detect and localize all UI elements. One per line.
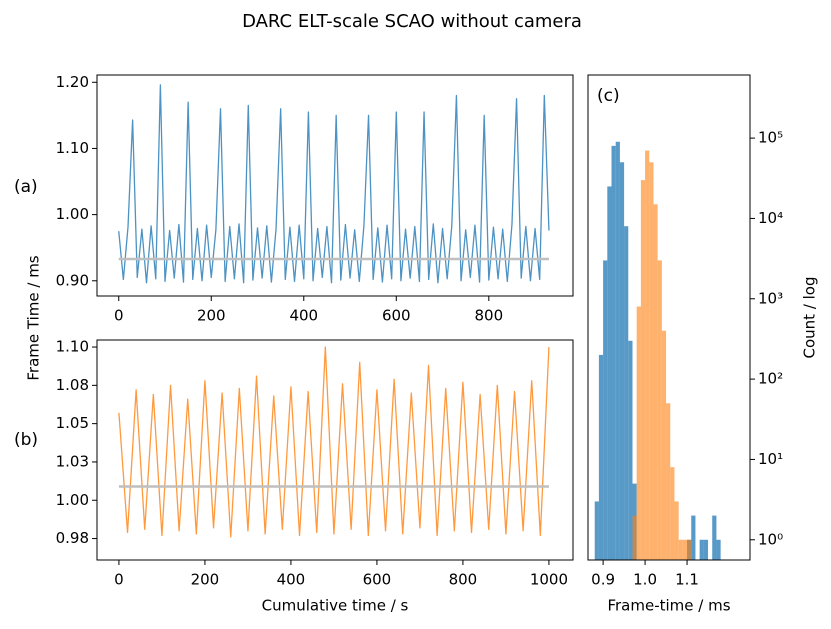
histogram-bar: [691, 515, 696, 560]
histogram-bar: [603, 260, 608, 560]
x-tick-label: 800: [474, 307, 503, 325]
x-tick-label: 800: [449, 571, 478, 589]
panel-label: (a): [14, 177, 38, 197]
x-tick-label: 200: [197, 307, 226, 325]
axes-frame: [587, 74, 751, 561]
y-tick-label: 1.20: [56, 73, 89, 91]
y-tick-label: 10¹: [758, 450, 783, 468]
histogram-bar: [657, 260, 662, 560]
y-tick-label: 10²: [758, 370, 783, 388]
histogram-bar: [598, 354, 604, 560]
x-tick-label: 0: [114, 571, 124, 589]
y-tick-label: 1.08: [56, 376, 89, 394]
y-tick-label: 0.98: [56, 529, 89, 547]
panel-label: (c): [597, 86, 620, 106]
histogram-bar: [703, 539, 709, 560]
x-tick-label: 200: [191, 571, 220, 589]
y-axis-label: Frame Time / ms: [25, 255, 43, 380]
x-tick-label: 400: [277, 571, 306, 589]
histogram-bar: [632, 515, 637, 560]
figure-title: DARC ELT-scale SCAO without camera: [242, 11, 582, 32]
y-tick-label: 1.05: [56, 414, 89, 432]
x-tick-label: 0.9: [591, 571, 615, 589]
panel-label: (b): [14, 430, 38, 450]
histogram-bar: [712, 515, 717, 560]
histogram-bar: [687, 539, 692, 560]
histogram-bar: [636, 306, 641, 560]
y-tick-label: 1.10: [56, 338, 89, 356]
histogram-bar: [619, 162, 625, 560]
y-tick-label: 1.03: [56, 452, 89, 470]
y-tick-label: 10⁰: [758, 530, 783, 548]
histogram-bar: [624, 226, 629, 560]
histogram-bar: [594, 501, 599, 560]
histogram-bar: [674, 501, 679, 560]
y-tick-label: 1.00: [56, 491, 89, 509]
histogram-bar: [653, 204, 658, 560]
x-tick-label: 1.1: [675, 571, 699, 589]
histogram-bar: [607, 186, 612, 560]
x-axis-label: Frame-time / ms: [607, 597, 730, 615]
data-line: [118, 84, 550, 284]
x-tick-label: 1000: [530, 571, 568, 589]
histogram-bar: [678, 539, 683, 560]
data-line: [118, 346, 550, 538]
histogram-bar: [615, 141, 620, 560]
plot-area: [118, 84, 550, 284]
axes-frame: [96, 74, 574, 297]
histogram-bar: [716, 539, 721, 560]
histogram-bar: [682, 539, 688, 560]
y-tick-label: 10³: [758, 289, 783, 307]
y-axis-label: Count / log: [801, 276, 819, 358]
x-tick-label: 400: [289, 307, 318, 325]
y-tick-label: 10⁵: [758, 129, 783, 147]
x-tick-label: 600: [382, 307, 411, 325]
x-tick-label: 1.0: [633, 571, 657, 589]
histogram-bar: [611, 145, 616, 560]
y-tick-label: 10⁴: [758, 209, 783, 227]
histogram-bar: [649, 162, 654, 560]
histogram-bar: [661, 330, 667, 560]
y-tick-label: 1.10: [56, 139, 89, 157]
histogram-bar: [670, 467, 675, 560]
x-tick-label: 0: [114, 307, 124, 325]
plot-area: [118, 346, 550, 538]
histogram-bar: [645, 150, 650, 560]
y-tick-label: 1.00: [56, 205, 89, 223]
axes-frame: [96, 339, 574, 561]
histogram-bar: [699, 539, 704, 560]
histogram-bar: [666, 403, 671, 560]
plot-area: [594, 141, 721, 560]
x-tick-label: 600: [363, 571, 392, 589]
x-axis-label: Cumulative time / s: [262, 597, 409, 615]
y-tick-label: 0.90: [56, 271, 89, 289]
histogram-bar: [628, 340, 633, 560]
histogram-bar: [640, 180, 646, 560]
